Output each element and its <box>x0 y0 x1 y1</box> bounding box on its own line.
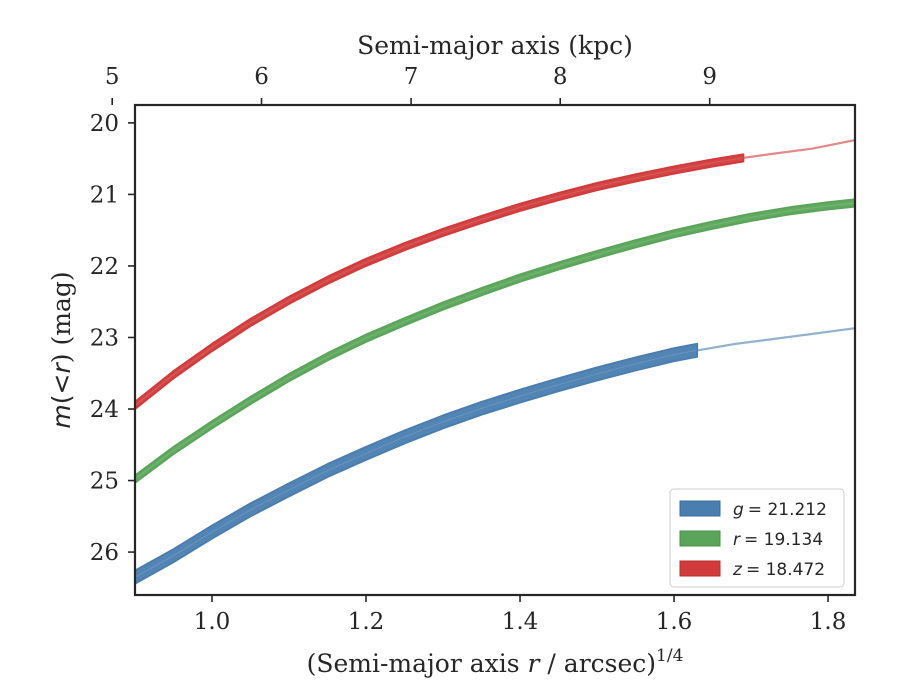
series-g-band <box>135 342 699 585</box>
y-tick-label: 23 <box>90 325 119 351</box>
x-tick-label: 1.2 <box>348 609 385 635</box>
y-tick-label: 20 <box>90 111 119 137</box>
y-axis-label: m(<r) (mag) <box>47 271 76 428</box>
legend-label-z: z = 18.472 <box>732 560 825 580</box>
top-axis-label: Semi-major axis (kpc) <box>357 31 633 60</box>
x-axis-label-prefix: (Semi-major axis <box>307 649 528 678</box>
top-tick-label: 8 <box>553 64 568 90</box>
ticks-layer: 1.0 1.2 1.4 1.6 1.8 20 21 22 23 24 25 26 5 6 7 8 9 <box>90 64 847 635</box>
legend-var-z: z <box>732 560 743 580</box>
legend-value-z: = 18.472 <box>746 560 825 580</box>
legend-swatch-r <box>679 530 721 547</box>
y-axis-label-var2: r <box>47 362 76 374</box>
legend-swatch-z <box>679 560 721 577</box>
y-tick-label: 21 <box>90 182 119 208</box>
y-tick-label: 25 <box>90 469 119 495</box>
y-tick-label: 24 <box>90 397 119 423</box>
top-tick-label: 6 <box>254 64 269 90</box>
series-layer <box>135 139 855 585</box>
series-g-extrapolation <box>696 327 855 352</box>
legend-swatch-g <box>679 500 721 517</box>
top-tick-label: 9 <box>702 64 717 90</box>
legend-var-r: r <box>733 530 741 550</box>
y-tick-label: 26 <box>90 540 119 566</box>
x-axis-label-mid: / arcsec) <box>539 649 656 678</box>
y-axis-label-lt: < <box>47 374 76 395</box>
y-axis-label-var: m <box>47 404 76 428</box>
legend-var-g: g <box>733 500 744 520</box>
top-tick-label: 7 <box>404 64 419 90</box>
top-tick-label: 5 <box>105 64 120 90</box>
series-r-band <box>135 198 855 484</box>
legend-value-r: = 19.134 <box>744 530 823 550</box>
y-axis-label-open: ( <box>47 394 76 404</box>
legend-label-g: g = 21.212 <box>733 500 827 520</box>
x-axis-label-sup: 1/4 <box>656 646 683 666</box>
series-r-line <box>135 202 855 480</box>
x-tick-label: 1.6 <box>656 609 693 635</box>
x-tick-label: 1.4 <box>502 609 539 635</box>
y-axis-label-end: ) (mag) <box>47 271 76 363</box>
legend-label-r: r = 19.134 <box>733 530 823 550</box>
x-tick-label: 1.8 <box>810 609 847 635</box>
x-tick-label: 1.0 <box>194 609 231 635</box>
legend-value-g: = 21.212 <box>748 500 827 520</box>
x-axis-label-var: r <box>528 649 542 678</box>
x-axis-label: (Semi-major axis r / arcsec)1/4 <box>307 646 684 678</box>
series-z-line <box>135 157 744 406</box>
y-tick-label: 22 <box>90 254 119 280</box>
series-z-extrapolation <box>743 139 855 159</box>
plot-frame <box>133 103 857 597</box>
series-g-line <box>135 349 698 578</box>
series-z-band <box>135 153 745 410</box>
legend: g = 21.212 r = 19.134 z = 18.472 <box>669 488 845 588</box>
